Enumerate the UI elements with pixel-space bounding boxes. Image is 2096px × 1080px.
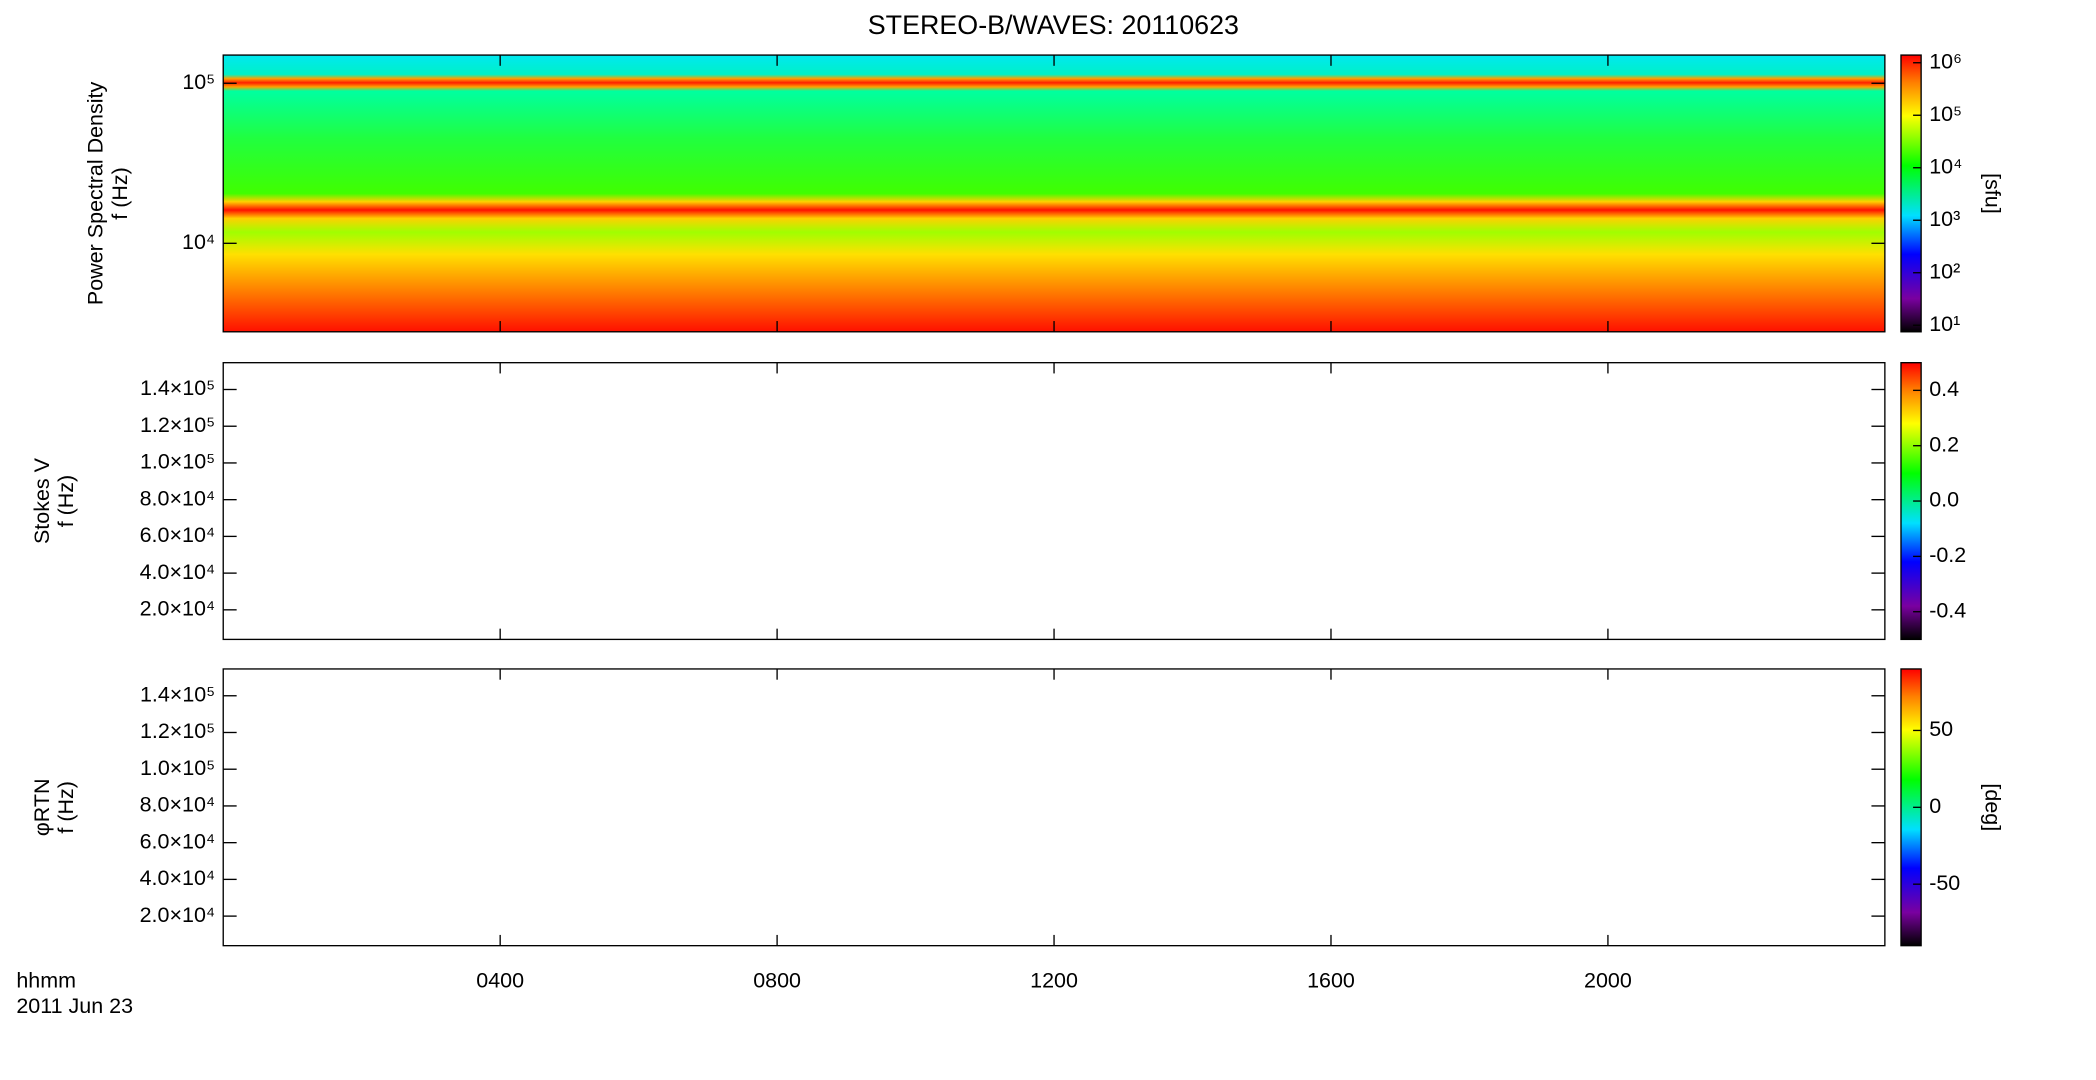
y-tick-label: 1.2×10⁵ (140, 719, 215, 743)
x-tick-label: 2000 (1584, 969, 1632, 993)
y-tick-label: 8.0×10⁴ (140, 486, 216, 510)
plot-frame (222, 668, 1886, 947)
colorbar-tick-label: -50 (1929, 871, 1960, 895)
colorbar-tick-label: 0.0 (1929, 488, 1959, 512)
colorbar (1900, 54, 1922, 333)
colorbar-tick-label: -0.2 (1929, 543, 1966, 567)
y-axis-label: f (Hz) (54, 781, 78, 834)
colorbar-tick-label: 10³ (1929, 207, 1960, 231)
y-tick-label: 1.4×10⁵ (140, 376, 215, 400)
x-tick-label: 0400 (476, 969, 524, 993)
x-axis-label: 2011 Jun 23 (16, 994, 133, 1018)
y-tick-label: 1.0×10⁵ (140, 450, 215, 474)
colorbar-tick-label: 10⁵ (1929, 102, 1962, 126)
y-axis-label: Stokes V (30, 457, 54, 544)
colorbar-tick-label: -0.4 (1929, 598, 1966, 622)
x-tick-label: 1200 (1030, 969, 1078, 993)
y-tick-label: 2.0×10⁴ (140, 903, 216, 927)
colorbar-tick-label: 0 (1929, 794, 1941, 818)
y-tick-label: 1.0×10⁵ (140, 756, 215, 780)
y-axis-label: f (Hz) (54, 475, 78, 528)
colorbar-tick-label: 10⁶ (1929, 49, 1962, 73)
colorbar-tick-label: 10² (1929, 259, 1960, 283)
y-axis-label: φRTN (30, 778, 54, 836)
y-tick-label: 4.0×10⁴ (140, 866, 216, 890)
y-tick-label: 10⁵ (182, 70, 215, 94)
x-tick-label: 0800 (753, 969, 801, 993)
x-tick-label: 1600 (1307, 969, 1355, 993)
colorbar-tick-label: 10¹ (1929, 312, 1960, 336)
colorbar-tick-label: 0.4 (1929, 377, 1959, 401)
colorbar-tick-label: 10⁴ (1929, 154, 1962, 178)
plot-frame (222, 362, 1886, 641)
title: STEREO-B/WAVES: 20110623 (868, 10, 1239, 40)
spectrogram (223, 55, 1885, 332)
y-tick-label: 1.2×10⁵ (140, 413, 215, 437)
colorbar-label: [deg] (1980, 783, 2004, 831)
y-tick-label: 10⁴ (182, 230, 215, 254)
y-axis-label: f (Hz) (108, 167, 132, 220)
y-tick-label: 6.0×10⁴ (140, 523, 216, 547)
y-tick-label: 8.0×10⁴ (140, 793, 216, 817)
y-tick-label: 2.0×10⁴ (140, 597, 216, 621)
y-tick-label: 6.0×10⁴ (140, 829, 216, 853)
y-axis-label: Power Spectral Density (84, 82, 108, 306)
y-tick-label: 4.0×10⁴ (140, 560, 216, 584)
colorbar-label: [sfu] (1980, 173, 2004, 214)
colorbar-tick-label: 0.2 (1929, 432, 1959, 456)
x-axis-label: hhmm (16, 969, 76, 993)
y-tick-label: 1.4×10⁵ (140, 682, 215, 706)
colorbar-tick-label: 50 (1929, 717, 1953, 741)
